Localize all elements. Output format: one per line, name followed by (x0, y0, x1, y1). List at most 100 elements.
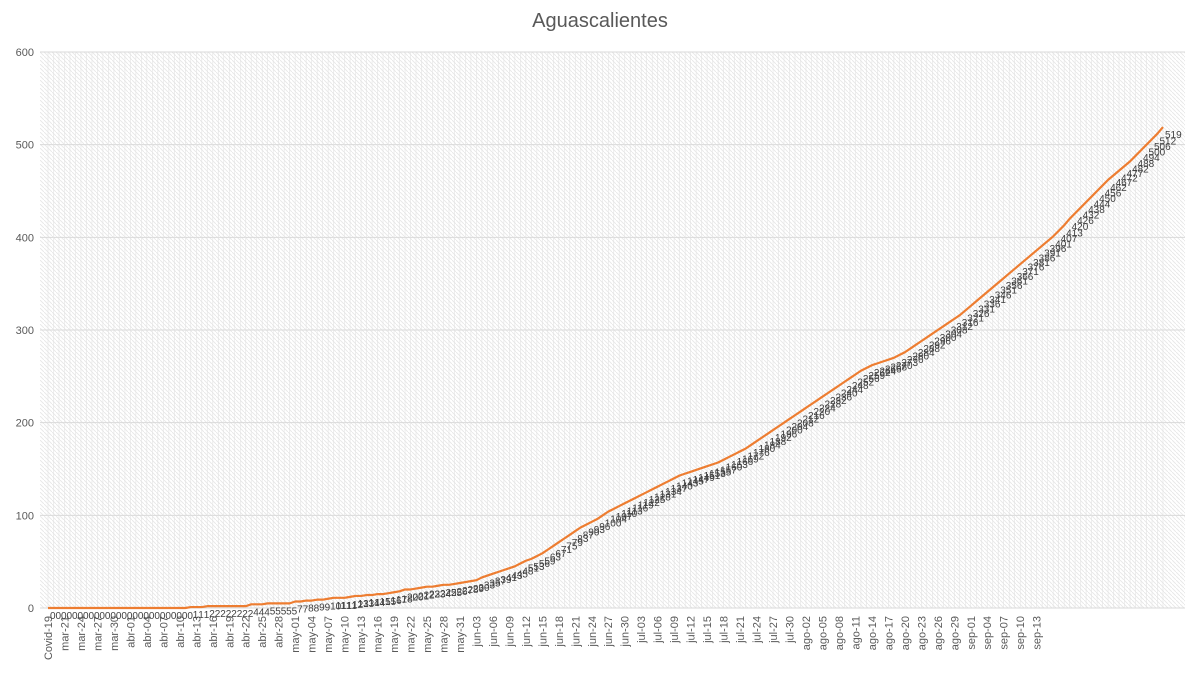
x-tick-label: jul-12 (686, 616, 698, 644)
x-tick-label: abr-22 (241, 616, 253, 648)
data-label: 506 (1154, 142, 1171, 153)
data-label: 316 (962, 318, 979, 329)
data-label: 25 (451, 588, 463, 599)
data-label: 5 (286, 606, 292, 617)
data-label: 0 (171, 611, 177, 622)
data-label: 232 (830, 396, 847, 407)
data-label: 20 (407, 592, 419, 603)
y-gridlines (40, 51, 1185, 609)
data-label: 67 (555, 549, 567, 560)
data-label: 104 (610, 515, 627, 526)
data-label: 8 (314, 604, 320, 615)
x-tick-label: sep-04 (982, 616, 994, 650)
data-label: 11 (347, 601, 358, 612)
data-label: 0 (88, 611, 94, 622)
data-label: 472 (1121, 174, 1138, 185)
data-label: 0 (182, 611, 188, 622)
data-label: 0 (66, 611, 72, 622)
x-tick-label: jul-06 (653, 616, 665, 644)
data-label: 401 (1055, 239, 1072, 250)
data-label: 512 (1160, 137, 1177, 148)
data-label: 2 (231, 609, 237, 620)
data-label: 2 (226, 609, 232, 620)
data-label: 149 (698, 473, 715, 484)
data-label: 48 (522, 567, 534, 578)
data-label: 96 (599, 522, 611, 533)
data-label: 494 (1143, 153, 1160, 164)
data-label: 23 (429, 590, 441, 601)
data-label: 420 (1072, 222, 1089, 233)
data-label: 341 (989, 295, 1006, 306)
x-tick-label: jun-15 (537, 616, 549, 648)
data-label: 304 (945, 329, 962, 340)
data-label: 2 (215, 609, 221, 620)
data-label: 43 (511, 571, 523, 582)
data-label: 280 (912, 352, 929, 363)
y-tick-label: 0 (28, 603, 34, 615)
data-label: 276 (907, 355, 924, 366)
data-label: 125 (649, 495, 666, 506)
data-label: 376 (1028, 263, 1045, 274)
data-label: 8 (308, 604, 314, 615)
data-label: 519 (1165, 130, 1182, 141)
data-label: 0 (143, 611, 149, 622)
x-tick-label: jul-27 (768, 616, 780, 644)
data-label: 220 (813, 407, 830, 418)
data-label: 0 (154, 611, 160, 622)
x-tick-label: abr-19 (224, 616, 236, 648)
x-tick-label: ago-17 (883, 616, 895, 650)
data-label: 192 (775, 433, 792, 444)
x-tick-label: abr-16 (208, 616, 220, 648)
data-label: 184 (764, 440, 781, 451)
data-label: 23 (434, 590, 446, 601)
data-label: 113 (627, 506, 643, 517)
data-label: 24 (440, 589, 452, 600)
data-label: 13 (358, 599, 370, 610)
data-label: 131 (660, 490, 677, 501)
x-tick-label: jun-21 (570, 616, 582, 648)
x-tick-label: ago-08 (834, 616, 846, 650)
data-label: 224 (819, 403, 836, 414)
x-tick-label: mar-24 (76, 616, 88, 651)
data-label: 14 (369, 598, 381, 609)
data-label: 204 (792, 422, 809, 433)
data-label: 450 (1099, 194, 1116, 205)
x-tick-label: jul-21 (735, 616, 747, 644)
data-label: 83 (577, 534, 589, 545)
data-label: 51 (528, 564, 540, 575)
data-label: 284 (918, 348, 935, 359)
x-tick-label: abr-25 (257, 616, 269, 648)
data-label: 381 (1033, 258, 1050, 269)
data-label: 166 (737, 457, 754, 468)
y-axis-ticks: 0 100 200 300 400 500 600 (16, 47, 34, 615)
x-tick-label: jun-09 (504, 616, 516, 648)
data-label: 240 (841, 389, 858, 400)
data-label: 59 (544, 556, 556, 567)
x-tick-label: jun-30 (620, 616, 632, 648)
x-tick-label: abr-10 (175, 616, 187, 648)
x-tick-label: jul-18 (719, 616, 731, 644)
data-label: 0 (121, 611, 127, 622)
x-tick-label: abr-04 (142, 616, 154, 648)
data-label: 346 (995, 290, 1012, 301)
data-label: 15 (380, 597, 392, 608)
data-label: 75 (566, 542, 578, 553)
data-label: 312 (956, 322, 973, 333)
x-tick-label: Covid-19 (43, 616, 55, 660)
x-tick-label: jul-09 (669, 616, 681, 644)
data-label: 228 (824, 400, 841, 411)
x-tick-label: abr-07 (158, 616, 170, 648)
data-label: 236 (835, 392, 852, 403)
data-label: 0 (187, 611, 193, 622)
data-label: 0 (110, 611, 116, 622)
data-label: 500 (1149, 148, 1166, 159)
data-label: 1 (193, 610, 199, 621)
x-tick-label: abr-28 (274, 616, 286, 648)
data-label: 196 (781, 429, 798, 440)
data-label: 5 (275, 606, 281, 617)
data-label: 482 (1132, 164, 1149, 175)
data-label: 252 (857, 377, 874, 388)
data-label: 0 (61, 611, 67, 622)
data-label: 0 (127, 611, 133, 622)
